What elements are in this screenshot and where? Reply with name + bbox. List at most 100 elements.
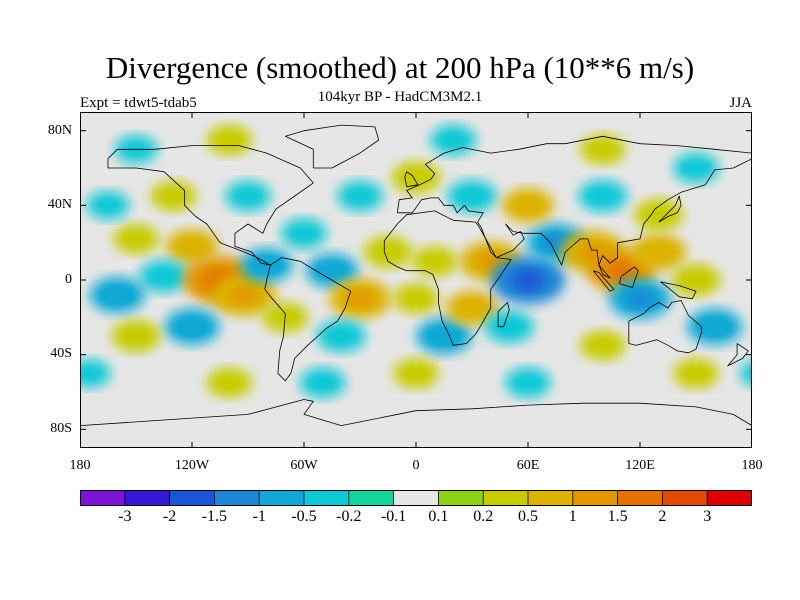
coastline-borneo xyxy=(619,266,639,288)
field-cell-49 xyxy=(86,191,130,220)
field-cell-36 xyxy=(337,181,383,211)
coastline-greenland xyxy=(284,124,380,169)
colorbar-label-2: -1.5 xyxy=(201,508,228,525)
coastline-eurasia xyxy=(396,135,752,279)
axis-ticks xyxy=(80,112,752,448)
field-cell-39 xyxy=(579,134,626,165)
coastline-antarctica xyxy=(80,399,752,427)
coastlines xyxy=(80,124,752,427)
colorbar-swatch-2 xyxy=(169,490,215,506)
colorbar-label-10: 1 xyxy=(568,508,577,525)
colorbar-swatch-4 xyxy=(259,490,305,506)
lon-tick-120e: 120E xyxy=(625,458,655,473)
field-cell-27 xyxy=(671,264,721,296)
field-cell-15 xyxy=(393,283,439,314)
coastline-new-zealand xyxy=(727,343,749,367)
field-cell-47 xyxy=(579,330,626,361)
field-cell-16 xyxy=(411,246,458,277)
experiment-label: Expt = tdwt5-tdab5 xyxy=(80,95,197,111)
field-cell-30 xyxy=(447,180,497,212)
divergence-map xyxy=(80,112,752,448)
field-cell-48 xyxy=(740,360,752,386)
field-cell-35 xyxy=(391,161,441,194)
field-core-3 xyxy=(104,286,130,304)
colorbar-label-3: -1 xyxy=(252,508,266,525)
colorbar-swatch-13 xyxy=(662,490,708,506)
field-core-28 xyxy=(702,318,728,335)
colorbar-swatch-12 xyxy=(617,490,663,506)
colorbar-label-7: 0.1 xyxy=(428,508,449,525)
field-core-11 xyxy=(320,263,344,279)
coastline-new-guinea xyxy=(660,281,697,300)
coastline-africa xyxy=(383,210,512,346)
field-cell-2 xyxy=(139,260,189,293)
coastline-japan xyxy=(658,195,682,223)
field-cell-13 xyxy=(363,236,413,268)
field-core-6 xyxy=(254,257,279,273)
field-cell-33 xyxy=(225,181,271,211)
field-core-24 xyxy=(606,260,637,281)
field-core-17 xyxy=(431,327,457,345)
field-cell-44 xyxy=(505,367,551,398)
field-cell-34 xyxy=(150,181,197,211)
lat-tick-40n: 40N xyxy=(47,197,72,212)
colorbar-swatch-5 xyxy=(304,490,350,506)
colorbar-swatch-7 xyxy=(393,490,439,506)
lon-tick-60e: 60E xyxy=(516,458,540,473)
plot-subtitle: 104kyr BP - HadCM3M2.1 xyxy=(317,89,483,105)
field-cell-40 xyxy=(673,153,719,183)
field-core-31 xyxy=(516,197,540,213)
coastline-south-america xyxy=(264,257,352,382)
colorbar-label-11: 1.5 xyxy=(607,508,628,525)
field-core-7 xyxy=(179,318,205,335)
lat-tick-80n: 80N xyxy=(47,123,72,138)
colorbar-label-1: -2 xyxy=(162,508,177,525)
colorbar-swatch-9 xyxy=(483,490,529,506)
colorbar-label-12: 2 xyxy=(658,508,667,525)
season-label: JJA xyxy=(729,95,752,111)
colorbar-swatch-6 xyxy=(348,490,395,506)
colorbar-label-9: 0.5 xyxy=(518,508,538,525)
lon-tick-180w: 180 xyxy=(69,458,91,473)
lon-tick-0: 0 xyxy=(412,458,420,473)
field-cell-0 xyxy=(113,223,159,254)
field-cell-45 xyxy=(673,358,719,389)
field-core-5 xyxy=(229,285,259,305)
coastline-sumatra xyxy=(592,270,615,292)
colorbar-label-0: -3 xyxy=(118,508,132,525)
field-cell-14 xyxy=(316,320,366,352)
coastline-british-isles xyxy=(404,171,419,188)
lon-tick-120w: 120W xyxy=(174,458,210,473)
field-cell-37 xyxy=(206,125,253,155)
lon-tick-60w: 60W xyxy=(290,458,318,473)
colorbar-swatch-8 xyxy=(438,490,484,506)
colorbar-swatch-14 xyxy=(707,490,752,506)
field-cell-8 xyxy=(111,320,161,352)
field-cell-10 xyxy=(281,218,327,249)
field-cell-21 xyxy=(484,310,534,343)
lat-tick-80s: 80S xyxy=(50,421,72,436)
lat-tick-0: 0 xyxy=(65,272,72,287)
field-cell-32 xyxy=(578,180,628,212)
coastline-north-america xyxy=(107,145,314,266)
colorbar-label-8: 0.2 xyxy=(473,508,494,525)
colorbar-swatch-1 xyxy=(124,490,171,506)
colorbar-label-6: -0.1 xyxy=(380,508,407,525)
colorbar-swatch-0 xyxy=(80,490,126,506)
coastline-madagascar xyxy=(497,301,510,328)
field-core-25 xyxy=(626,289,654,308)
lon-tick-180e: 180 xyxy=(741,458,763,473)
colorbar-label-13: 3 xyxy=(703,508,712,525)
colorbar-frame xyxy=(80,490,752,506)
colorbar-swatch-10 xyxy=(528,490,574,506)
colorbar-label-5: -0.2 xyxy=(336,508,362,525)
field-cell-43 xyxy=(393,358,439,389)
field-core-26 xyxy=(646,243,672,261)
colorbar-swatch-11 xyxy=(572,490,619,506)
colorbar-swatch-3 xyxy=(214,490,260,506)
divergence-field xyxy=(80,125,752,398)
lat-tick-40s: 40S xyxy=(50,346,72,361)
field-cell-42 xyxy=(206,367,253,398)
colorbar xyxy=(80,490,752,506)
coastline-australia xyxy=(628,300,702,354)
